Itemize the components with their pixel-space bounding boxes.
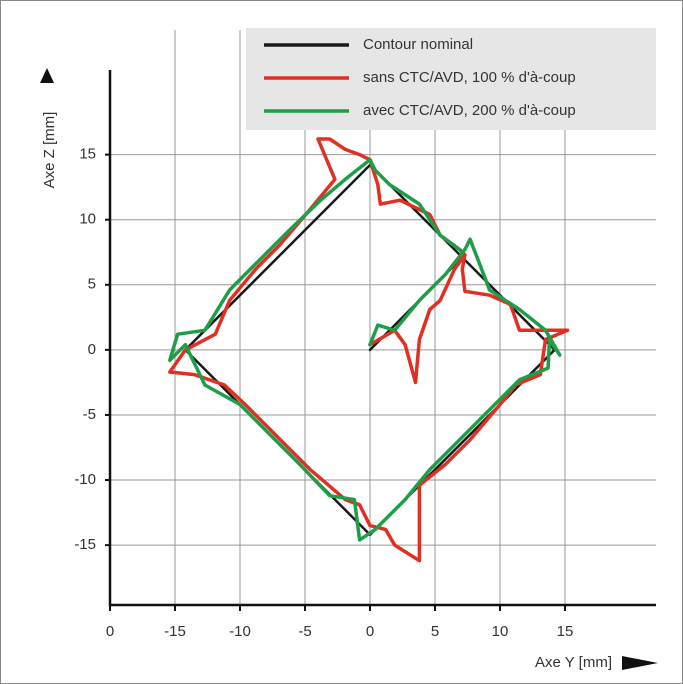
x-axis-label: Axe Y [mm] <box>535 654 612 671</box>
legend-label: Contour nominal <box>363 36 473 53</box>
legend-label: sans CTC/AVD, 100 % d'à-coup <box>363 69 576 86</box>
x-tick-label: 15 <box>557 623 574 640</box>
x-tick-label: -15 <box>164 623 186 640</box>
series-line <box>168 137 570 563</box>
y-tick-label: -10 <box>74 471 96 488</box>
y-tick-label: -5 <box>83 406 96 423</box>
x-tick-label: 0 <box>366 623 374 640</box>
y-arrow <box>40 68 54 83</box>
x-tick-label: 10 <box>492 623 509 640</box>
y-tick-label: 5 <box>88 276 96 293</box>
x-tick-label: 5 <box>431 623 439 640</box>
x-tick-label: -10 <box>229 623 251 640</box>
x-tick-label: 0 <box>106 623 114 640</box>
x-tick-label: -5 <box>298 623 311 640</box>
y-tick-label: 0 <box>88 341 96 358</box>
legend-label: avec CTC/AVD, 200 % d'à-coup <box>363 102 576 119</box>
y-tick-label: 15 <box>79 146 96 163</box>
y-axis-label: Axe Z [mm] <box>41 112 58 189</box>
series-line <box>168 158 562 542</box>
y-tick-label: -15 <box>74 536 96 553</box>
x-arrow <box>622 656 658 670</box>
y-tick-label: 10 <box>79 211 96 228</box>
